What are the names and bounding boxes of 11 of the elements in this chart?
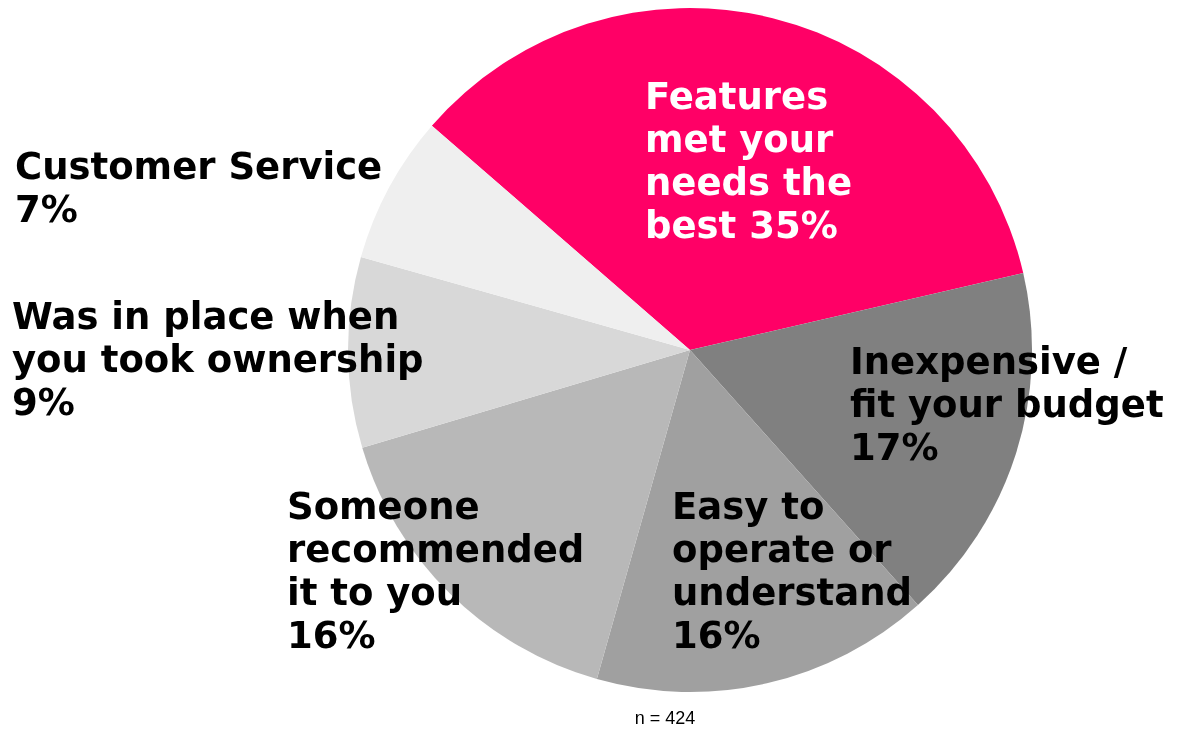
data-label: 7% bbox=[15, 188, 78, 231]
data-label: 9% bbox=[12, 381, 75, 424]
slice-label: Features met your needs the best 35% bbox=[645, 75, 853, 247]
data-label: 17% bbox=[850, 426, 939, 469]
data-label: 16% bbox=[287, 614, 376, 657]
slice-label: Was in place when you took ownership bbox=[12, 295, 424, 381]
text: n = 424 bbox=[634, 708, 696, 728]
slice-label: Someone recommended it to you bbox=[287, 485, 585, 614]
slice-label: Customer Service bbox=[15, 145, 383, 188]
data-label: 16% bbox=[672, 614, 761, 657]
slice-label: Easy to operate or understand bbox=[672, 485, 913, 614]
